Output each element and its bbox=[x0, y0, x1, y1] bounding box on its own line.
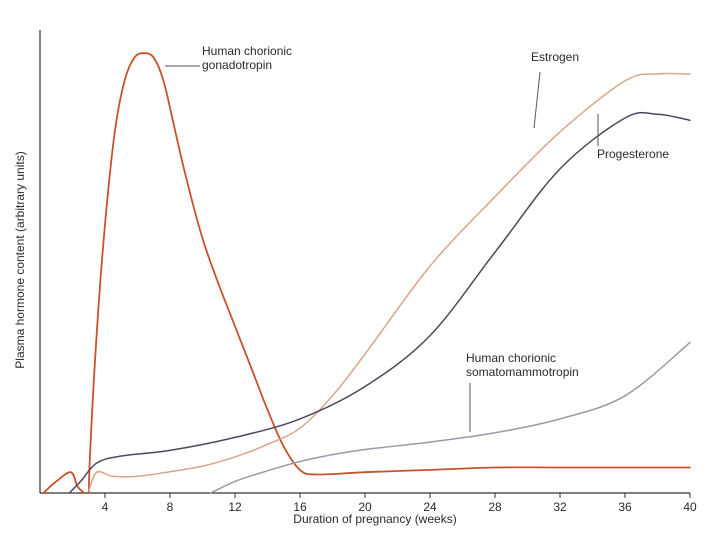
x-tick-label-4: 4 bbox=[102, 500, 109, 514]
x-tick-label-12: 12 bbox=[228, 500, 242, 514]
annotation-progesterone: Progesterone bbox=[597, 147, 669, 161]
x-tick-label-16: 16 bbox=[293, 500, 307, 514]
x-tick-label-36: 36 bbox=[618, 500, 632, 514]
series-line-hcs bbox=[209, 341, 691, 494]
series-lines bbox=[42, 52, 691, 494]
x-tick-label-20: 20 bbox=[358, 500, 372, 514]
series-line-hcg_tail bbox=[42, 471, 85, 494]
x-axis-title: Duration of pregnancy (weeks) bbox=[293, 512, 456, 526]
series-line-hcg bbox=[87, 52, 691, 494]
annotation-hcs: Human chorionic somatomammotropin bbox=[466, 351, 579, 379]
x-tick-label-24: 24 bbox=[423, 500, 437, 514]
x-tick-label-32: 32 bbox=[553, 500, 567, 514]
x-tick-label-28: 28 bbox=[488, 500, 502, 514]
x-ticks: 4 8 12 16 20 24 28 32 36 40 bbox=[102, 493, 697, 514]
series-line-estrogen bbox=[88, 72, 691, 492]
annotations: Human chorionic gonadotropin Estrogen Proge… bbox=[165, 44, 669, 432]
series-line-progesterone bbox=[68, 111, 691, 494]
y-axis-title: Plasma hormone content (arbitrary units) bbox=[13, 151, 27, 368]
x-tick-label-8: 8 bbox=[167, 500, 174, 514]
annotation-estrogen: Estrogen bbox=[531, 50, 579, 64]
x-tick-label-40: 40 bbox=[683, 500, 697, 514]
annotation-hcg: Human chorionic gonadotropin bbox=[202, 44, 292, 72]
annotation-leader-estrogen bbox=[533, 71, 541, 129]
